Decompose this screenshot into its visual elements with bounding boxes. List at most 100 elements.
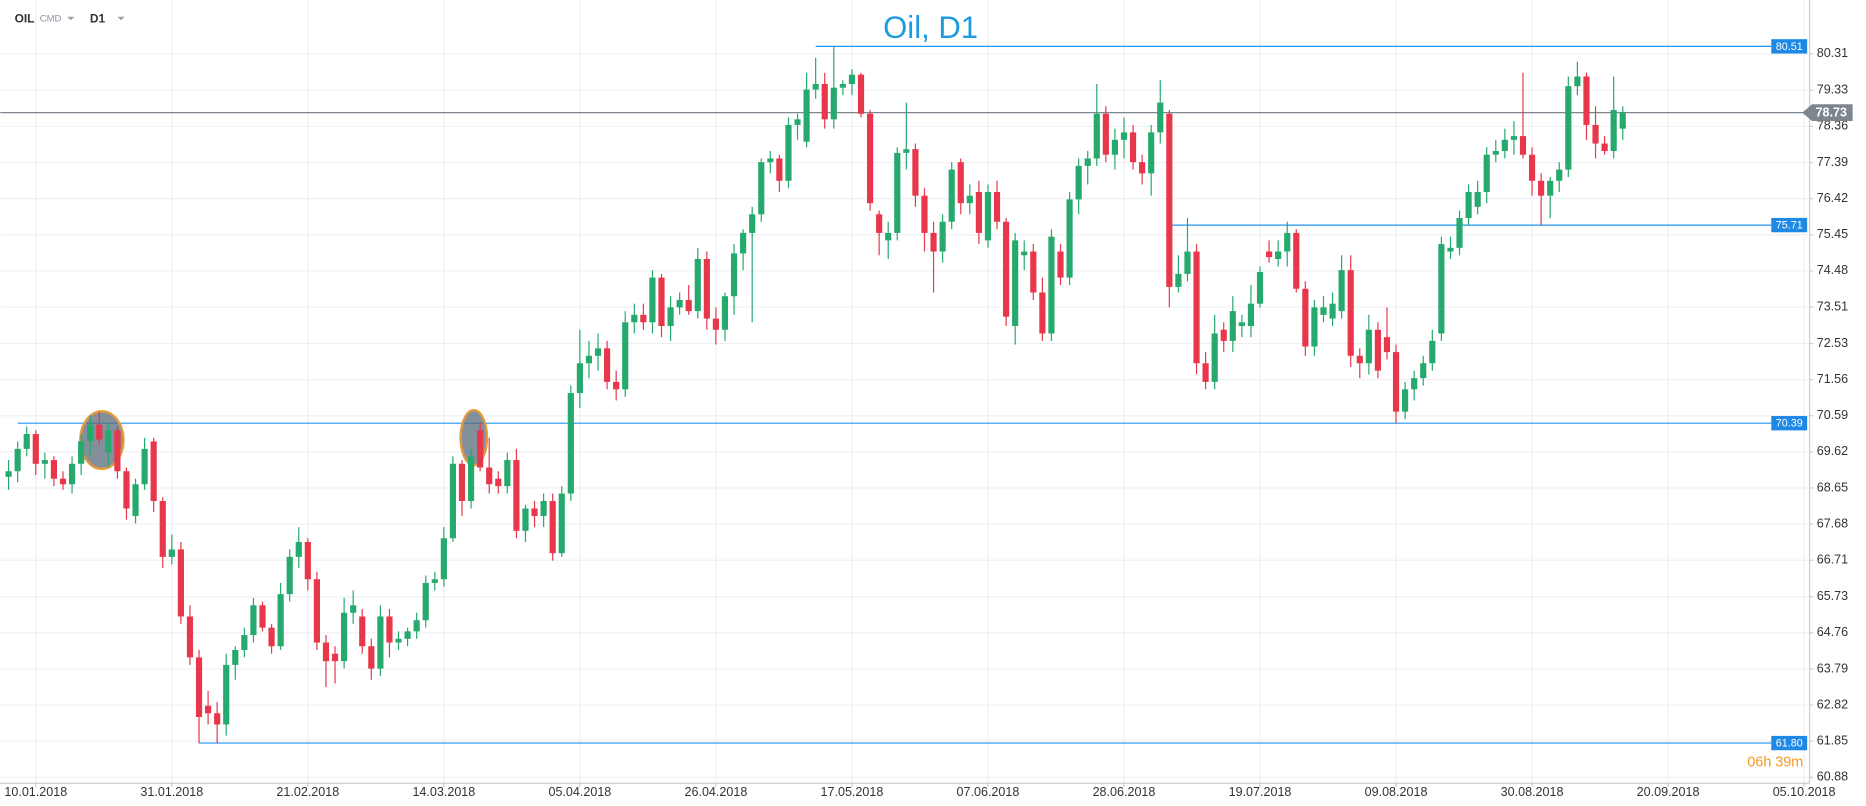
candle-body <box>50 460 58 479</box>
candle-body <box>1275 251 1282 259</box>
candle-body <box>1329 303 1336 319</box>
candle-body <box>1039 292 1046 334</box>
level-label: 80.51 <box>1776 41 1803 53</box>
candle-body <box>531 508 538 516</box>
candle-body <box>567 393 574 494</box>
candle-body <box>41 460 48 464</box>
candle-body <box>232 649 239 665</box>
candle-body <box>1465 191 1472 219</box>
dropdown-icon[interactable] <box>67 16 75 21</box>
y-tick-label: 72.53 <box>1817 336 1848 350</box>
candle-body <box>939 221 946 252</box>
candle-body <box>114 430 121 472</box>
candle-body <box>331 653 339 662</box>
candle-body <box>322 642 330 662</box>
candle-body <box>730 253 738 297</box>
candle-body <box>186 616 194 658</box>
candle-body <box>1057 251 1064 278</box>
candle-body <box>975 191 982 233</box>
candle-body <box>141 448 148 485</box>
candle-body <box>1256 272 1264 304</box>
candle-body <box>313 579 320 643</box>
candle-body <box>993 191 1001 222</box>
candle-body <box>1519 136 1527 155</box>
candle-body <box>413 620 420 632</box>
candle-body <box>449 463 457 539</box>
level-label: 61.80 <box>1776 738 1803 750</box>
candle-body <box>703 258 710 319</box>
candle-body <box>912 149 919 196</box>
y-tick-label: 78.36 <box>1817 119 1848 133</box>
candle-body <box>87 424 94 442</box>
y-tick-label: 60.88 <box>1817 770 1848 784</box>
y-tick-label: 71.56 <box>1817 372 1848 386</box>
candle-body <box>885 232 892 241</box>
candle-body <box>1601 143 1608 151</box>
candle-body <box>1402 389 1409 412</box>
candle-body <box>504 460 511 487</box>
candle-body <box>467 456 475 502</box>
candle-body <box>386 616 393 643</box>
x-tick-label: 10.01.2018 <box>4 785 67 799</box>
candle-body <box>921 195 928 233</box>
candle-body <box>1211 333 1218 382</box>
candle-body <box>984 191 992 241</box>
candle-body <box>767 158 774 163</box>
candle-body <box>1265 251 1273 258</box>
candle-body <box>1111 139 1119 155</box>
candle-body <box>123 471 130 509</box>
x-tick-label: 05.10.2018 <box>1773 785 1836 799</box>
candle-body <box>1565 86 1572 170</box>
symbol[interactable]: OIL <box>15 11 35 25</box>
candle-body <box>604 348 611 382</box>
candle-body <box>259 605 266 628</box>
candle-body <box>341 612 348 662</box>
candle-body <box>1592 124 1599 144</box>
x-tick-label: 19.07.2018 <box>1229 785 1292 799</box>
candle-body <box>1438 244 1445 334</box>
candle-body <box>223 664 230 725</box>
candle-body <box>585 355 593 364</box>
candle-body <box>1574 76 1581 87</box>
candle-body <box>350 605 357 613</box>
candle-body <box>486 467 493 485</box>
dropdown-icon[interactable] <box>117 16 125 21</box>
candle-body <box>649 277 656 323</box>
candle-body <box>1093 113 1100 159</box>
candle-body <box>5 471 12 477</box>
x-tick-label: 17.05.2018 <box>821 785 884 799</box>
candle-body <box>59 478 67 485</box>
candle-body <box>1447 247 1454 252</box>
candle-body <box>477 430 484 468</box>
price-label: 78.73 <box>1816 106 1847 120</box>
candle-body <box>1383 337 1391 353</box>
candle-body <box>540 501 547 516</box>
candle-body <box>1547 180 1554 196</box>
candle-body <box>1003 221 1010 317</box>
timeframe[interactable]: D1 <box>90 11 106 25</box>
candle-body <box>676 299 683 308</box>
candle-body <box>1229 311 1236 341</box>
candle-body <box>205 705 212 714</box>
candle-body <box>1474 191 1481 207</box>
candle-body <box>1501 139 1508 151</box>
y-tick-label: 61.85 <box>1817 734 1848 748</box>
market[interactable]: CMD <box>40 14 62 25</box>
candle-body <box>168 549 175 557</box>
x-tick-label: 28.06.2018 <box>1093 785 1156 799</box>
y-tick-label: 74.48 <box>1817 263 1848 277</box>
candle-body <box>422 582 429 621</box>
candle-body <box>1247 303 1255 327</box>
candle-body <box>821 83 828 120</box>
candle-body <box>839 83 846 88</box>
candle-body <box>658 277 665 327</box>
level-label-box <box>1771 217 1808 233</box>
candle-body <box>794 119 801 125</box>
candle-body <box>1538 180 1545 196</box>
candle-body <box>78 441 85 464</box>
candle-body <box>250 605 257 636</box>
y-tick-label: 69.62 <box>1817 444 1848 458</box>
candle-body <box>368 646 375 669</box>
candle-body <box>1583 76 1590 125</box>
